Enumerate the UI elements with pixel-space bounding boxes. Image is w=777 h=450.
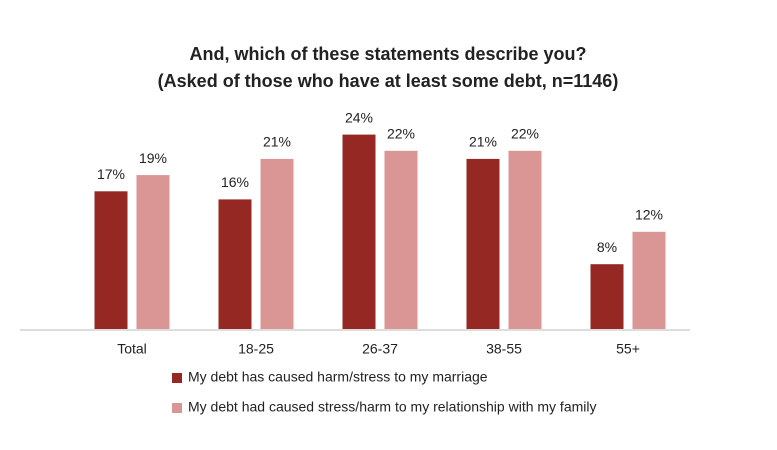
bar <box>94 191 128 329</box>
bar <box>136 175 170 329</box>
chart-title: And, which of these statements describe … <box>189 44 586 64</box>
x-tick-label: 55+ <box>616 341 640 357</box>
legend-label: My debt had caused stress/harm to my rel… <box>188 399 597 415</box>
value-label: 22% <box>511 126 539 142</box>
x-tick-label: Total <box>117 341 147 357</box>
legend-swatch <box>172 403 182 413</box>
value-label: 24% <box>345 109 373 125</box>
value-label: 16% <box>221 174 249 190</box>
bar <box>384 150 418 329</box>
value-label: 19% <box>139 150 167 166</box>
bar <box>508 150 542 329</box>
bar <box>342 134 376 329</box>
bar <box>590 264 624 329</box>
value-label: 12% <box>635 207 663 223</box>
legend-label: My debt has caused harm/stress to my mar… <box>188 369 488 385</box>
value-label: 22% <box>387 126 415 142</box>
value-label: 21% <box>263 134 291 150</box>
chart-subtitle: (Asked of those who have at least some d… <box>158 71 619 91</box>
value-label: 17% <box>97 166 125 182</box>
bar <box>260 158 294 329</box>
legend-swatch <box>172 373 182 383</box>
x-tick-label: 26-37 <box>362 341 398 357</box>
x-tick-label: 18-25 <box>238 341 274 357</box>
bar <box>218 199 252 329</box>
value-label: 8% <box>597 239 617 255</box>
bar <box>632 231 666 329</box>
bar <box>466 158 500 329</box>
x-tick-label: 38-55 <box>486 341 522 357</box>
value-label: 21% <box>469 134 497 150</box>
